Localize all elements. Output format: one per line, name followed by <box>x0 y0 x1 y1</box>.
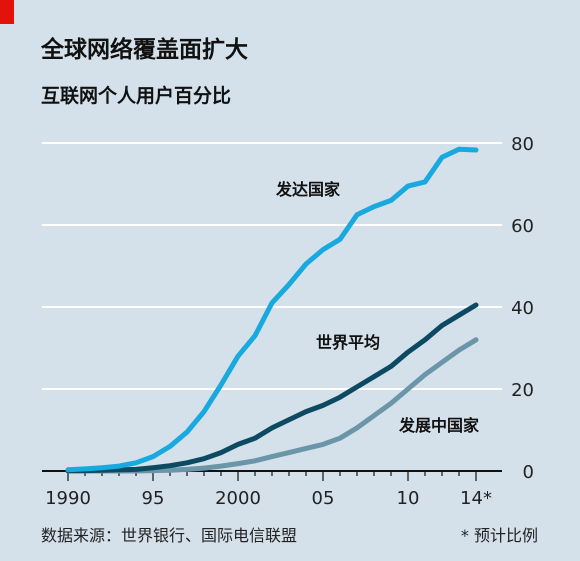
series-line-developed <box>65 146 479 473</box>
x-tick-label-14*: 14* <box>460 488 492 509</box>
footnote: * 预计比例 <box>460 526 538 545</box>
source-note: 数据来源：世界银行、国际电信联盟 <box>41 526 298 545</box>
series-label-developed: 发达国家 <box>275 180 341 199</box>
x-tick-label-2000: 2000 <box>215 488 261 509</box>
series-label-world: 世界平均 <box>316 333 380 352</box>
accent-tag <box>0 0 14 24</box>
y-tick-label-80: 80 <box>511 134 534 155</box>
y-tick-label-0: 0 <box>523 462 534 483</box>
x-tick-label-95: 95 <box>142 488 165 509</box>
x-tick-label-05: 05 <box>312 488 335 509</box>
chart-subtitle: 互联网个人用户百分比 <box>41 85 232 107</box>
x-tick-label-1990: 1990 <box>45 488 91 509</box>
y-tick-label-60: 60 <box>511 216 534 237</box>
series-line-developing <box>65 337 479 474</box>
series-line-world <box>65 302 479 474</box>
y-tick-label-40: 40 <box>511 298 534 319</box>
x-tick-label-10: 10 <box>397 488 420 509</box>
series-label-developing: 发展中国家 <box>398 416 480 435</box>
chart-title: 全球网络覆盖面扩大 <box>41 37 248 63</box>
y-tick-label-20: 20 <box>511 380 534 401</box>
